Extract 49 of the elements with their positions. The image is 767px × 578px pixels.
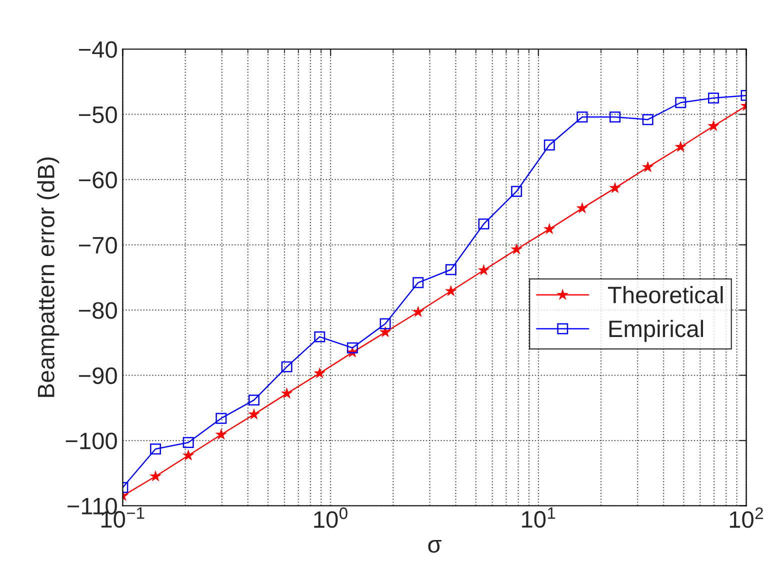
point	[379, 326, 392, 338]
y-tick-label: −40	[78, 41, 117, 58]
point	[248, 394, 260, 406]
point	[281, 361, 292, 372]
point	[444, 284, 457, 296]
point	[576, 111, 588, 122]
point	[478, 218, 490, 230]
point	[543, 222, 556, 234]
point	[609, 182, 621, 194]
point	[150, 444, 161, 454]
point	[445, 264, 456, 276]
point	[642, 114, 654, 126]
point	[215, 428, 228, 440]
point	[544, 140, 555, 151]
x-tick-label: 10$^{1}$	[522, 507, 556, 528]
x-axis-title: σ	[428, 540, 442, 553]
point	[182, 449, 194, 461]
point	[314, 331, 326, 342]
y-tick-label: −100	[66, 432, 117, 450]
point	[642, 160, 654, 172]
point	[346, 342, 358, 354]
point	[248, 408, 260, 420]
legend-label: Theoretical	[608, 286, 723, 304]
point	[314, 367, 326, 378]
point	[412, 277, 424, 288]
y-tick-label: −70	[78, 236, 117, 254]
point	[280, 387, 293, 399]
point	[412, 306, 424, 318]
y-tick-label: −90	[78, 367, 117, 384]
point	[708, 120, 720, 132]
point	[182, 436, 194, 448]
y-tick-label: −50	[78, 106, 117, 124]
x-tick-label: 10$^{2}$	[730, 507, 763, 528]
point	[610, 111, 621, 122]
point	[216, 412, 227, 424]
x-tick-label: 10$^{0}$	[314, 507, 348, 528]
y-tick-label: −60	[78, 172, 117, 188]
point	[576, 202, 588, 214]
point	[511, 186, 522, 197]
point	[674, 140, 687, 152]
y-axis-title: Beampattern error (dB)	[37, 158, 60, 397]
point	[675, 97, 686, 108]
point	[380, 318, 391, 330]
point	[478, 264, 490, 276]
point	[510, 243, 522, 254]
point	[150, 470, 162, 482]
point	[708, 92, 719, 104]
legend-label: Empirical	[609, 320, 703, 342]
y-tick-label: −80	[78, 302, 117, 319]
